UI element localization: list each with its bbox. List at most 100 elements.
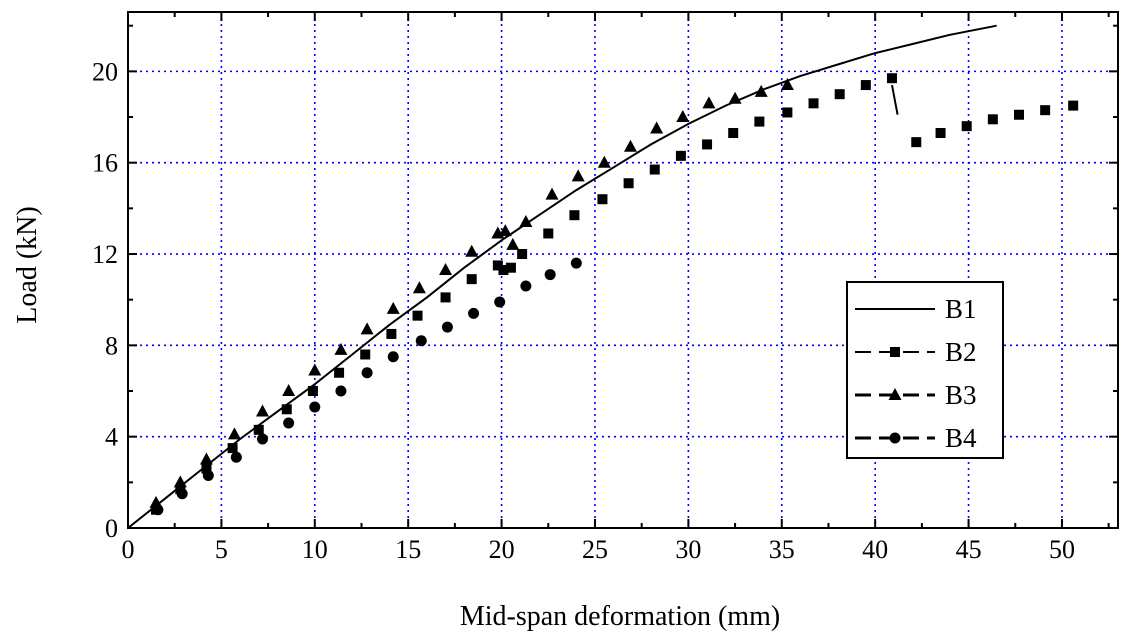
- series-b4-point: [202, 469, 214, 481]
- series-b3-point: [519, 215, 533, 228]
- legend-label-b3: B3: [945, 380, 977, 410]
- series-b4-point: [544, 269, 556, 281]
- series-b3-point: [227, 427, 241, 440]
- series-b4-point: [520, 280, 532, 292]
- series-b2-point: [386, 328, 397, 339]
- x-tick-label: 50: [1049, 535, 1075, 564]
- legend-label-b4: B4: [945, 423, 977, 453]
- x-tick-label: 25: [582, 535, 608, 564]
- series-b2-point: [782, 107, 793, 118]
- series-b4-point: [441, 321, 453, 333]
- series-b3-point: [282, 384, 296, 397]
- series-b2-point: [492, 260, 503, 271]
- y-tick-label: 16: [92, 149, 118, 178]
- series-b2-point: [834, 89, 845, 100]
- series-b3-point: [173, 475, 187, 488]
- series-b2-point: [987, 114, 998, 125]
- series-b3-point: [308, 363, 322, 376]
- series-b3-point: [702, 96, 716, 109]
- series-b4-point: [335, 385, 347, 397]
- series-b2-point: [1040, 105, 1051, 116]
- series-b2-point: [886, 73, 897, 84]
- series-b4-point: [230, 451, 242, 463]
- y-axis-title: Load (kN): [12, 206, 43, 323]
- legend-marker-b2: [890, 347, 900, 357]
- x-tick-label: 20: [489, 535, 515, 564]
- legend-box: [846, 281, 1004, 459]
- series-b2-point: [702, 139, 713, 150]
- y-tick-label: 12: [92, 240, 118, 269]
- series-b1: [127, 24, 997, 529]
- series-b4: [152, 257, 582, 516]
- y-tick-label: 0: [105, 514, 118, 543]
- series-b3-point: [780, 78, 794, 91]
- x-tick-label: 15: [395, 535, 421, 564]
- series-b2-point: [728, 128, 739, 139]
- series-b3-point: [465, 244, 479, 257]
- y-tick-label: 8: [105, 331, 118, 360]
- series-b4-point: [468, 307, 480, 319]
- series-b3-point: [623, 139, 637, 152]
- series-b2-point: [498, 265, 509, 275]
- series-b4-point: [570, 257, 582, 269]
- series-b4-point: [283, 417, 295, 429]
- series-b2-point: [307, 386, 318, 397]
- x-tick-label: 40: [862, 535, 888, 564]
- series-b3-point: [334, 342, 348, 355]
- series-b2-point: [808, 98, 819, 109]
- series-b4-point: [415, 335, 427, 347]
- series-b2-point: [412, 310, 423, 321]
- series-b3-point: [412, 281, 426, 294]
- series-b2: [151, 73, 1079, 515]
- series-b4-point: [361, 367, 373, 379]
- series-b2-point: [911, 137, 922, 148]
- series-b2-point: [569, 210, 580, 221]
- series-b3-point: [545, 187, 559, 200]
- x-tick-label: 10: [302, 535, 328, 564]
- x-tick-label: 5: [215, 535, 228, 564]
- series-b2-point: [253, 424, 264, 435]
- y-tick-label: 4: [105, 423, 118, 452]
- legend-marker-b4: [889, 432, 901, 444]
- series-b3-point: [728, 91, 742, 104]
- series-b2-point: [1068, 100, 1079, 111]
- series-b4-point: [494, 296, 506, 308]
- x-tick-label: 30: [675, 535, 701, 564]
- legend-label-b2: B2: [945, 337, 977, 367]
- series-b3: [149, 78, 794, 508]
- series-b2-point: [334, 367, 345, 378]
- series-b4-point: [176, 488, 188, 500]
- series-b2-point: [517, 249, 528, 260]
- series-b2-drop-line: [890, 84, 899, 115]
- series-b4-point: [256, 433, 268, 445]
- series-b2-point: [860, 80, 871, 91]
- series-b2-point: [543, 228, 554, 239]
- series-b4-point: [309, 401, 321, 413]
- series-b2-point: [623, 178, 634, 189]
- series-b3-point: [255, 404, 269, 417]
- series-b2-point: [440, 292, 451, 303]
- series-b1-line: [127, 24, 997, 529]
- x-tick-label: 0: [122, 535, 135, 564]
- x-tick-label: 35: [769, 535, 795, 564]
- series-b4-point: [387, 351, 399, 363]
- series-layer: [127, 24, 1079, 529]
- series-b2-point: [649, 164, 660, 175]
- series-b2-point: [201, 463, 212, 474]
- series-b2-point: [505, 262, 516, 273]
- x-tick-label: 45: [956, 535, 982, 564]
- series-b2-point: [961, 121, 972, 132]
- plot-frame: [127, 11, 1119, 529]
- series-b2-point: [597, 194, 608, 205]
- series-b2-point: [360, 349, 371, 360]
- series-b2-point: [935, 128, 946, 139]
- series-b2-point: [1014, 109, 1024, 120]
- series-b2-point: [466, 274, 477, 285]
- series-b3-point: [360, 322, 374, 335]
- series-b3-point: [676, 110, 690, 123]
- series-b3-point: [199, 452, 213, 465]
- series-b3-point: [386, 301, 400, 314]
- series-b2-point: [281, 404, 292, 415]
- x-axis-title: Mid-span deformation (mm): [460, 601, 780, 632]
